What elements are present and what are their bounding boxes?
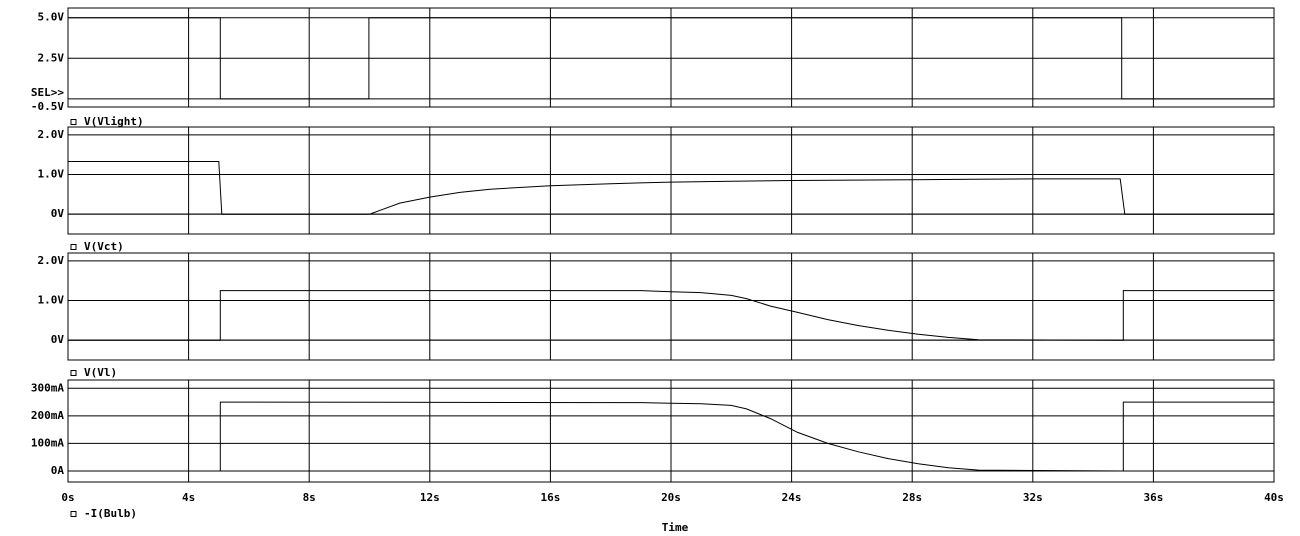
y-tick-label: 100mA bbox=[31, 436, 64, 449]
y-tick-label: 0V bbox=[51, 333, 65, 346]
x-tick-label: 16s bbox=[540, 491, 560, 504]
y-tick-label: 2.0V bbox=[38, 128, 65, 141]
x-tick-label: 40s bbox=[1264, 491, 1284, 504]
x-tick-label: 24s bbox=[782, 491, 802, 504]
x-tick-label: 32s bbox=[1023, 491, 1043, 504]
x-tick-label: 8s bbox=[303, 491, 316, 504]
trace bbox=[68, 401, 1274, 472]
legend-marker bbox=[70, 119, 77, 125]
legend-label: V(Vct) bbox=[84, 240, 124, 253]
y-tick-label: 200mA bbox=[31, 409, 64, 422]
x-tick-label: 12s bbox=[420, 491, 440, 504]
x-tick-label: 36s bbox=[1143, 491, 1163, 504]
y-tick-label: 1.0V bbox=[38, 168, 65, 181]
x-tick-label: 4s bbox=[182, 491, 195, 504]
y-tick-label: 1.0V bbox=[38, 294, 65, 307]
legend-label: V(Vlight) bbox=[84, 115, 144, 128]
trace bbox=[68, 17, 1274, 100]
x-tick-label: 0s bbox=[61, 491, 74, 504]
y-tick-label: 2.5V bbox=[38, 51, 65, 64]
legend-marker bbox=[70, 244, 77, 250]
legend-label: V(Vl) bbox=[84, 366, 117, 379]
y-tick-label: 0V bbox=[51, 207, 65, 220]
trace bbox=[68, 161, 1274, 215]
y-tick-label: 0A bbox=[51, 464, 65, 477]
legend-marker bbox=[70, 511, 77, 517]
y-tick-label: -0.5V bbox=[31, 100, 64, 113]
y-tick-label: 5.0V bbox=[38, 11, 65, 24]
selection-marker: SEL>> bbox=[31, 86, 64, 99]
x-tick-label: 28s bbox=[902, 491, 922, 504]
y-tick-label: 300mA bbox=[31, 381, 64, 394]
x-tick-label: 20s bbox=[661, 491, 681, 504]
y-tick-label: 2.0V bbox=[38, 254, 65, 267]
legend-marker bbox=[70, 370, 77, 376]
trace bbox=[68, 290, 1274, 341]
legend-label: -I(Bulb) bbox=[84, 507, 137, 520]
x-axis-title: Time bbox=[662, 521, 689, 534]
